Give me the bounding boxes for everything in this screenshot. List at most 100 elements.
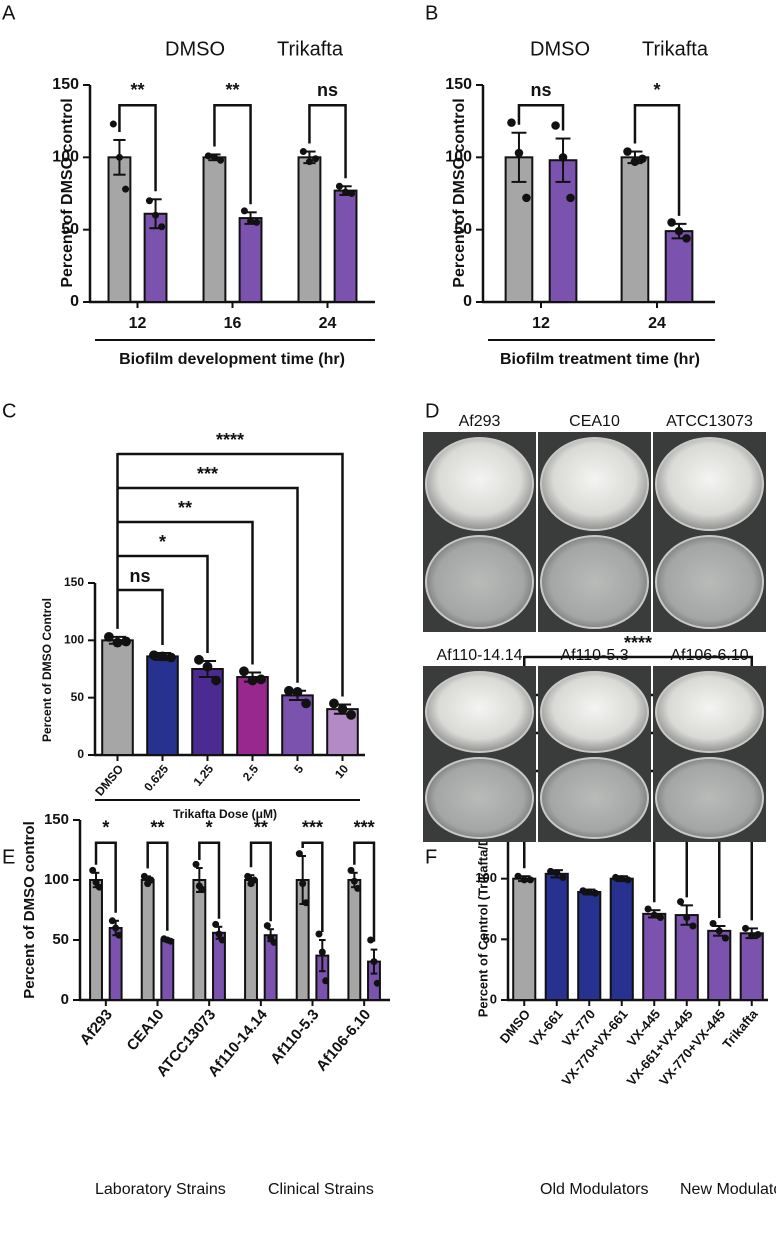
y-tick-label: 150 — [64, 575, 84, 589]
well — [655, 671, 764, 753]
photo-label: Af110-14.14 — [437, 647, 523, 664]
data-point — [108, 917, 116, 925]
data-point — [612, 873, 620, 881]
data-point — [122, 185, 130, 193]
x-axis-label: Trikafta Dose (μM) — [173, 807, 277, 821]
legend-label: Trikafta — [642, 38, 709, 60]
x-tick-label: CEA10 — [123, 1006, 167, 1054]
significance-bracket — [94, 841, 117, 913]
data-point — [667, 218, 676, 227]
well — [425, 757, 534, 839]
data-point — [244, 872, 252, 880]
x-tick-label: 10 — [332, 762, 352, 781]
y-axis-label: Percent of DMSO control — [59, 98, 76, 287]
y-tick-label: 50 — [454, 221, 472, 238]
bar — [609, 877, 634, 1002]
data-point — [514, 872, 522, 880]
data-point — [742, 924, 750, 932]
significance-label: *** — [302, 818, 323, 838]
data-point — [348, 190, 356, 197]
data-point — [295, 850, 303, 858]
data-point — [263, 922, 271, 930]
data-point — [623, 147, 632, 156]
legend-label: Trikafta — [277, 38, 344, 60]
data-point — [166, 652, 176, 663]
data-point — [754, 930, 762, 939]
data-point — [551, 121, 560, 130]
data-point — [370, 958, 378, 966]
data-point — [329, 698, 339, 709]
data-point — [302, 899, 310, 907]
x-tick-label: 12 — [129, 315, 147, 332]
photo-label: Af110-5.3 — [560, 647, 628, 664]
data-point — [305, 158, 313, 166]
y-tick-label: 150 — [44, 811, 69, 828]
bar — [107, 156, 132, 303]
data-point — [250, 876, 258, 884]
significance-bracket — [517, 104, 565, 131]
bar — [739, 932, 764, 1001]
significance-bracket — [117, 520, 254, 665]
bar — [146, 655, 179, 756]
data-point — [284, 685, 294, 696]
y-tick-label: 50 — [52, 931, 69, 948]
bar — [89, 879, 103, 1001]
y-tick-label: 150 — [52, 76, 79, 93]
significance-bracket — [301, 841, 324, 932]
bar — [140, 879, 155, 1001]
x-tick-label: 0.625 — [141, 762, 171, 794]
data-point — [247, 675, 258, 686]
data-point — [591, 889, 599, 897]
bar — [108, 927, 123, 1001]
data-point — [211, 675, 221, 686]
data-point — [748, 932, 756, 940]
data-point — [350, 877, 358, 885]
group-label: New Modulators — [680, 1181, 776, 1198]
data-point — [89, 866, 97, 874]
data-point — [337, 704, 348, 715]
x-tick-label: DMSO — [92, 762, 126, 799]
significance-label: ns — [129, 566, 150, 586]
y-tick-label: 50 — [61, 221, 79, 238]
data-point — [301, 698, 311, 709]
data-point — [367, 936, 375, 944]
data-point — [247, 217, 255, 225]
data-point — [347, 866, 355, 874]
well — [655, 535, 764, 629]
data-point — [624, 876, 632, 884]
data-point — [167, 937, 175, 945]
data-point — [689, 922, 697, 930]
significance-bracket — [117, 554, 209, 653]
data-point — [618, 875, 626, 883]
y-tick-label: 150 — [445, 76, 472, 93]
x-axis-label: Biofilm treatment time (hr) — [500, 351, 700, 368]
data-point — [683, 913, 691, 922]
data-point — [630, 157, 640, 166]
y-tick-label: 0 — [77, 747, 84, 761]
significance-bracket — [353, 841, 376, 942]
data-point — [520, 876, 528, 884]
y-tick-label: 100 — [475, 870, 497, 885]
significance-label: * — [206, 818, 213, 838]
data-point — [526, 876, 534, 884]
data-point — [109, 120, 117, 128]
x-tick-label: Trikafta — [719, 1006, 761, 1052]
data-point — [210, 153, 218, 161]
x-tick-label: Af106-6.10 — [313, 1006, 374, 1074]
bar — [297, 156, 322, 303]
well — [540, 535, 649, 629]
significance-label: * — [159, 532, 166, 552]
well — [540, 671, 649, 753]
significance-label: ** — [150, 818, 164, 838]
significance-label: **** — [216, 430, 244, 450]
significance-bracket — [117, 452, 344, 697]
x-tick-label: 5 — [291, 762, 306, 776]
bar — [238, 217, 263, 304]
y-tick-label: 0 — [61, 991, 69, 1008]
bar — [544, 872, 569, 1002]
data-point — [709, 920, 717, 928]
y-axis-label: Percent of DMSO Control — [40, 598, 54, 742]
well — [425, 671, 534, 753]
